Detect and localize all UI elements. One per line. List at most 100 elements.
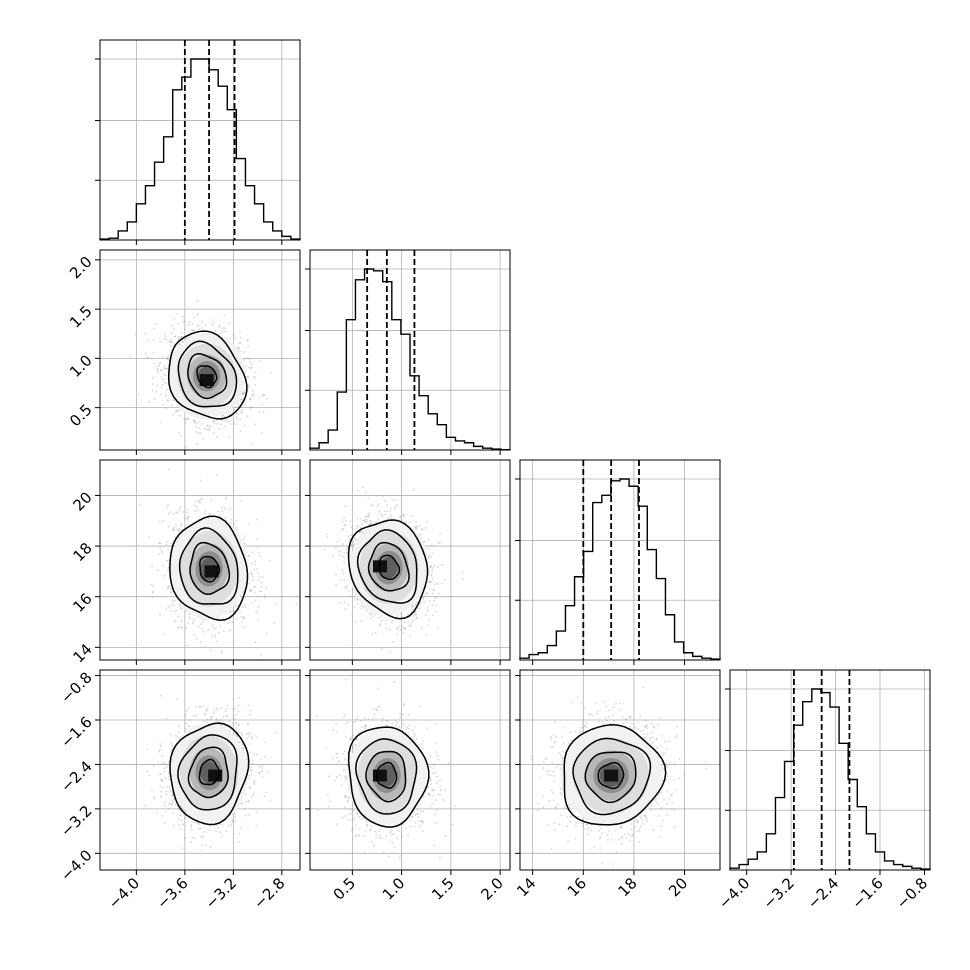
scatter-point xyxy=(221,416,224,419)
scatter-point xyxy=(155,365,158,368)
scatter-point xyxy=(188,617,191,620)
scatter-point xyxy=(186,508,189,511)
scatter-point xyxy=(325,533,328,536)
density-panel-1-2 xyxy=(305,459,511,665)
scatter-point xyxy=(173,328,176,331)
scatter-point xyxy=(241,398,244,401)
scatter-point xyxy=(368,515,371,518)
scatter-point xyxy=(421,528,424,531)
scatter-point xyxy=(398,625,401,627)
scatter-point xyxy=(249,589,251,591)
scatter-point xyxy=(225,420,228,422)
scatter-point xyxy=(208,512,210,515)
scatter-point xyxy=(193,330,196,332)
scatter-point xyxy=(250,367,252,370)
scatter-point xyxy=(162,564,164,567)
scatter-point xyxy=(224,498,227,501)
scatter-point xyxy=(172,539,175,542)
scatter-point xyxy=(196,300,199,302)
scatter-point xyxy=(240,400,243,403)
scatter-point xyxy=(201,497,203,500)
scatter-point xyxy=(404,628,407,631)
scatter-point xyxy=(152,591,154,594)
scatter-point xyxy=(343,579,346,582)
scatter-point xyxy=(254,641,257,644)
scatter-point xyxy=(207,629,210,631)
scatter-point xyxy=(178,336,181,339)
scatter-point xyxy=(412,488,415,491)
scatter-point xyxy=(218,631,220,634)
scatter-point xyxy=(170,341,172,344)
scatter-point xyxy=(364,491,367,494)
scatter-point xyxy=(254,383,257,386)
scatter-point xyxy=(180,335,183,338)
scatter-point xyxy=(166,587,169,589)
scatter-point xyxy=(152,376,154,379)
scatter-point xyxy=(247,376,250,379)
scatter-point xyxy=(201,437,204,440)
scatter-point xyxy=(376,505,379,507)
scatter-point xyxy=(400,519,403,522)
scatter-point xyxy=(159,546,162,549)
scatter-point xyxy=(414,612,417,615)
scatter-point xyxy=(236,423,238,425)
scatter-point xyxy=(160,393,163,396)
scatter-point xyxy=(200,320,203,323)
scatter-point xyxy=(224,425,226,428)
scatter-point xyxy=(194,510,197,513)
scatter-point xyxy=(177,615,180,618)
scatter-point xyxy=(253,568,256,571)
scatter-point xyxy=(229,629,231,632)
scatter-point xyxy=(201,621,204,624)
scatter-point xyxy=(244,404,247,407)
scatter-point xyxy=(192,329,195,332)
scatter-point xyxy=(246,339,249,342)
scatter-point xyxy=(412,618,415,621)
scatter-point xyxy=(426,624,429,627)
scatter-point xyxy=(262,411,265,413)
scatter-point xyxy=(249,398,252,401)
scatter-point xyxy=(352,543,355,546)
scatter-point xyxy=(159,542,162,545)
scatter-point xyxy=(178,527,181,530)
scatter-point xyxy=(172,399,175,402)
scatter-point xyxy=(163,377,166,380)
scatter-point xyxy=(380,648,383,651)
scatter-point xyxy=(243,391,246,393)
scatter-point xyxy=(238,331,241,334)
scatter-point xyxy=(147,339,150,342)
scatter-point xyxy=(426,548,429,550)
scatter-point xyxy=(187,515,190,518)
scatter-point xyxy=(215,474,218,476)
scatter-point xyxy=(197,312,200,315)
scatter-point xyxy=(151,564,154,567)
scatter-point xyxy=(381,515,384,518)
scatter-point xyxy=(382,495,384,498)
scatter-point xyxy=(251,579,254,582)
scatter-point xyxy=(200,623,203,626)
scatter-point xyxy=(244,606,246,608)
scatter-point xyxy=(240,621,243,623)
scatter-point xyxy=(367,497,370,500)
scatter-point xyxy=(173,599,176,602)
scatter-point xyxy=(377,518,379,520)
scatter-point xyxy=(159,340,161,343)
scatter-point xyxy=(185,627,187,630)
scatter-point xyxy=(349,553,352,556)
scatter-point xyxy=(251,442,254,445)
scatter-point xyxy=(396,614,399,617)
scatter-point xyxy=(169,591,172,594)
scatter-point xyxy=(391,499,394,501)
scatter-point xyxy=(178,343,180,346)
scatter-point xyxy=(265,632,268,635)
scatter-point xyxy=(211,625,214,628)
scatter-point xyxy=(214,636,217,638)
scatter-point xyxy=(229,508,232,511)
scatter-point xyxy=(414,604,417,606)
scatter-point xyxy=(164,381,167,384)
scatter-point xyxy=(159,369,162,372)
scatter-point xyxy=(424,527,427,529)
scatter-point xyxy=(166,367,168,370)
scatter-point xyxy=(213,628,215,630)
scatter-point xyxy=(172,512,175,515)
